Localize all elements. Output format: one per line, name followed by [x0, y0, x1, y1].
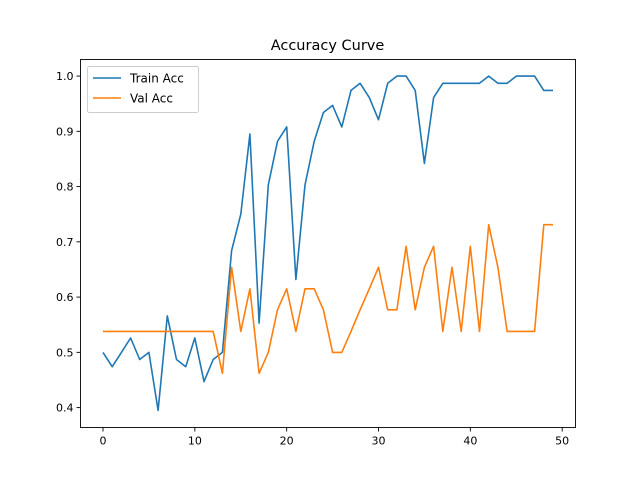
series-line-1	[103, 223, 553, 375]
legend-train-label: Train Acc	[129, 72, 184, 86]
x-tick-label: 10	[188, 435, 202, 448]
y-tick-label: 0.4	[56, 402, 74, 415]
y-tick-label: 1.0	[56, 70, 74, 83]
y-tick-label: 0.6	[56, 291, 74, 304]
y-tick-label: 0.8	[56, 181, 74, 194]
legend-val-label: Val Acc	[130, 92, 173, 106]
y-tick-label: 0.9	[56, 125, 74, 138]
chart-title: Accuracy Curve	[271, 38, 385, 54]
x-tick-label: 0	[100, 435, 107, 448]
axes-frame	[80, 59, 576, 428]
x-tick-label: 40	[463, 435, 477, 448]
x-tick-label: 20	[280, 435, 294, 448]
legend: Train Acc Val Acc	[87, 66, 199, 113]
series-layer	[102, 75, 553, 412]
y-tick-label: 0.5	[56, 346, 74, 359]
y-tick-label: 0.7	[56, 236, 74, 249]
ticks-layer: 0 10 20 30 40 50 0.4 0.5 0.6 0.7 0.8 0.9 1.0	[56, 70, 569, 447]
series-line-0	[102, 75, 553, 412]
x-tick-label: 50	[555, 435, 569, 448]
x-tick-label: 30	[372, 435, 386, 448]
